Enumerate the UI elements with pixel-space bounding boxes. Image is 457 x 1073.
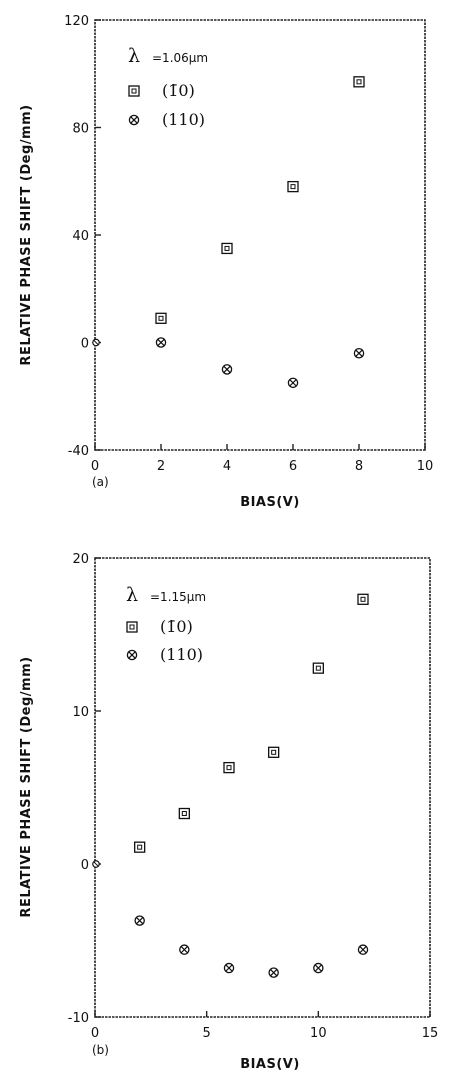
data-point-diamond	[353, 347, 365, 359]
data-point-square	[312, 662, 324, 674]
data-point-diamond	[313, 962, 324, 974]
data-point-square	[155, 312, 167, 324]
panel-label: (b)	[92, 1043, 109, 1057]
x-tick-label: 5	[203, 1026, 211, 1041]
legend-entry-0: (1̄0)	[162, 81, 195, 100]
data-point-diamond	[268, 967, 279, 978]
x-tick-label: 0	[91, 1026, 99, 1041]
wavelength-symbol: λ	[126, 584, 138, 606]
data-point-diamond	[223, 962, 235, 974]
y-axis-label: RELATIVE PHASE SHIFT (Deg/mm)	[19, 104, 34, 365]
x-tick-label: 0	[91, 459, 99, 474]
data-point-square	[353, 76, 365, 88]
x-axis-label: BIAS(V)	[240, 495, 300, 510]
data-point-square	[221, 242, 233, 255]
y-tick-label: 120	[64, 14, 89, 29]
plot-frame	[94, 557, 431, 1018]
data-point-diamond	[221, 364, 233, 375]
data-point-diamond	[287, 377, 299, 389]
x-tick-label: 15	[422, 1026, 439, 1041]
y-tick-label: 80	[72, 122, 89, 137]
plot-frame	[94, 19, 426, 451]
legend-diamond-marker	[126, 649, 138, 661]
panel-label: (a)	[92, 475, 109, 489]
data-point-origin	[92, 338, 100, 347]
legend-entry-0: (1̄0)	[160, 617, 193, 636]
y-axis-label: RELATIVE PHASE SHIFT (Deg/mm)	[19, 656, 34, 917]
y-tick-label: 0	[81, 858, 89, 873]
y-tick-label: -10	[68, 1011, 89, 1026]
wavelength-label: =1.15μm	[150, 590, 206, 604]
y-tick-label: 20	[72, 552, 89, 567]
wavelength-symbol: λ	[128, 45, 140, 67]
x-tick-label: 4	[223, 459, 231, 474]
data-point-diamond	[357, 944, 369, 955]
y-tick-label: 0	[81, 337, 89, 352]
data-point-diamond	[179, 944, 190, 955]
data-point-square	[178, 807, 190, 820]
x-tick-label: 2	[157, 459, 165, 474]
data-point-square	[357, 593, 369, 605]
data-point-square	[223, 761, 235, 774]
legend-square-marker	[128, 85, 140, 97]
data-point-diamond	[134, 915, 145, 926]
x-axis-label: BIAS(V)	[240, 1057, 300, 1072]
legend-entry-1: (110)	[160, 645, 203, 664]
data-point-diamond	[155, 337, 167, 348]
legend-diamond-marker	[128, 114, 140, 126]
y-tick-label: -40	[68, 444, 89, 459]
data-point-square	[287, 180, 299, 193]
legend-square-marker	[126, 621, 138, 633]
legend-entry-1: (110)	[162, 110, 205, 129]
y-tick-label: 10	[72, 705, 89, 720]
y-tick-label: 40	[72, 229, 89, 244]
x-tick-label: 10	[310, 1026, 327, 1041]
data-point-origin	[92, 860, 100, 868]
x-tick-label: 6	[289, 459, 297, 474]
x-tick-label: 8	[355, 459, 363, 474]
data-point-square	[268, 746, 280, 758]
wavelength-label: =1.06μm	[152, 51, 208, 65]
x-tick-label: 10	[417, 459, 434, 474]
data-point-square	[134, 841, 146, 853]
